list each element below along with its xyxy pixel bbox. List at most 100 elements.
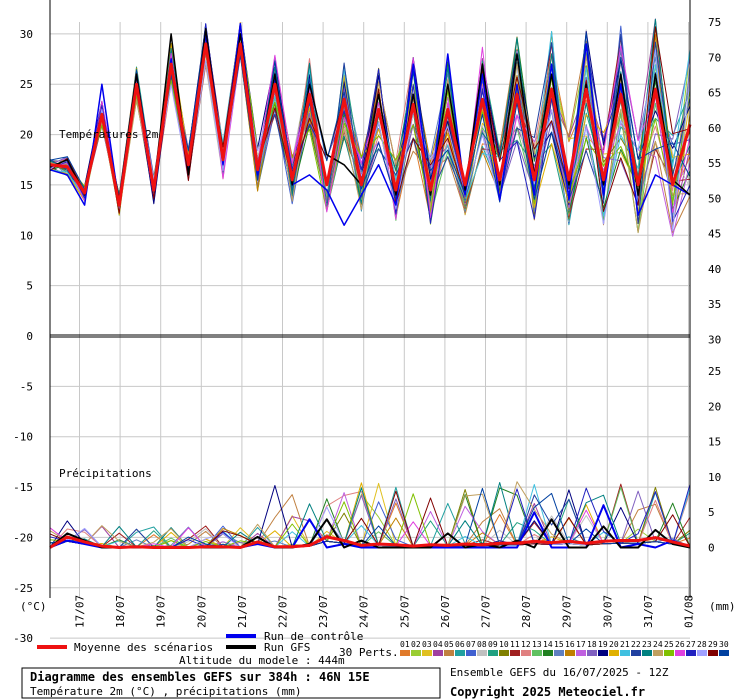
left-tick-label: 5 [26, 280, 33, 293]
pert-swatch [411, 650, 421, 656]
pert-number: 29 [708, 640, 718, 649]
pert-swatch [488, 650, 498, 656]
pert-swatch [433, 650, 443, 656]
pert-swatches: 01 02 03 04 05 06 07 08 09 10 11 12 13 14 15 16 17 18 19 20… [400, 640, 729, 656]
left-tick-label: -25 [13, 582, 33, 595]
x-tick-label: 29/07 [561, 595, 574, 628]
chart-title: Diagramme des ensembles GEFS sur 384h : … [30, 670, 370, 684]
left-tick-label: 10 [20, 229, 33, 242]
pert-number: 13 [532, 640, 542, 649]
x-tick-label: 20/07 [195, 595, 208, 628]
info-box [21, 667, 441, 699]
right-tick-label: 55 [708, 157, 721, 170]
right-tick-label: 45 [708, 228, 721, 241]
pert-number: 22 [631, 640, 641, 649]
pert-number: 05 [444, 640, 454, 649]
pert-precip-line [49, 482, 691, 548]
pert-number: 23 [642, 640, 652, 649]
pert-swatch [477, 650, 487, 656]
legend-perts-label: 30 Perts. [339, 646, 399, 659]
pert-swatch [653, 650, 663, 656]
mean-temp-line [49, 42, 692, 207]
right-tick-label: 75 [708, 16, 721, 29]
right-tick-label: 40 [708, 263, 721, 276]
legend-mean-label: Moyenne des scénarios [74, 641, 213, 654]
left-tick-label: -5 [20, 380, 33, 393]
pert-swatch [587, 650, 597, 656]
right-tick-label: 35 [708, 298, 721, 311]
unit-left: (°C) [20, 600, 47, 613]
pert-number: 24 [653, 640, 663, 649]
right-tick-label: 5 [708, 506, 715, 519]
mean-precip-line [49, 535, 691, 549]
pert-number: 10 [499, 640, 509, 649]
x-tick-label: 17/07 [74, 595, 87, 628]
pert-number: 21 [620, 640, 630, 649]
pert-number: 17 [576, 640, 586, 649]
x-tick-label: 23/07 [317, 595, 330, 628]
pert-swatch [631, 650, 641, 656]
left-tick-label: -20 [13, 531, 33, 544]
pert-swatch [686, 650, 696, 656]
pert-swatch [521, 650, 531, 656]
pert-swatch [598, 650, 608, 656]
left-tick-label: -15 [13, 481, 33, 494]
temp-panel-label: Températures 2m [59, 128, 159, 141]
pert-swatch [554, 650, 564, 656]
x-tick-label: 22/07 [277, 595, 290, 628]
legend-control-label: Run de contrôle [264, 630, 363, 643]
pert-swatch [455, 650, 465, 656]
pert-swatch [499, 650, 509, 656]
pert-number: 06 [455, 640, 465, 649]
pert-swatch [620, 650, 630, 656]
left-tick-label: 30 [20, 28, 33, 41]
left-tick-label: 25 [20, 78, 33, 91]
pert-swatch [719, 650, 729, 656]
pert-swatch [609, 650, 619, 656]
pert-number: 15 [554, 640, 564, 649]
pert-number: 28 [697, 640, 707, 649]
pert-swatch [532, 650, 542, 656]
x-tick-label: 30/07 [601, 595, 614, 628]
pert-swatch [576, 650, 586, 656]
tick-labels: 454035302520151050-5-10-15-20-25-3075706… [13, 16, 721, 645]
pert-number: 01 [400, 640, 410, 649]
right-tick-label: 25 [708, 365, 721, 378]
left-tick-label: 0 [26, 330, 33, 343]
right-tick-label: 50 [708, 192, 721, 205]
pert-swatch [642, 650, 652, 656]
pert-swatch [543, 650, 553, 656]
pert-swatch [400, 650, 410, 656]
pert-swatch [444, 650, 454, 656]
pert-number: 02 [411, 640, 421, 649]
pert-swatch [565, 650, 575, 656]
x-tick-label: 01/08 [683, 595, 696, 628]
pert-number: 25 [664, 640, 674, 649]
x-tick-label: 31/07 [642, 595, 655, 628]
altitude-label: Altitude du modele : 444m [179, 654, 345, 667]
legend: Moyenne des scénarios Run de contrôle Ru… [37, 630, 729, 667]
pert-number: 09 [488, 640, 498, 649]
x-tick-label: 19/07 [155, 595, 168, 628]
right-tick-label: 10 [708, 471, 721, 484]
pert-number: 12 [521, 640, 531, 649]
x-tick-label: 21/07 [236, 595, 249, 628]
x-tick-label: 26/07 [439, 595, 452, 628]
pert-number: 30 [719, 640, 729, 649]
unit-right: (mm) [709, 600, 736, 613]
pert-number: 03 [422, 640, 432, 649]
chart-subtitle: Température 2m (°C) , précipitations (mm… [30, 685, 302, 698]
copyright: Copyright 2025 Meteociel.fr [450, 685, 645, 699]
pert-number: 26 [675, 640, 685, 649]
legend-gfs-label: Run GFS [264, 641, 310, 654]
pert-number: 19 [598, 640, 608, 649]
right-tick-label: 30 [708, 333, 721, 346]
right-tick-label: 65 [708, 87, 721, 100]
pert-swatch [422, 650, 432, 656]
pert-number: 16 [565, 640, 575, 649]
pert-number: 07 [466, 640, 476, 649]
pert-swatch [697, 650, 707, 656]
x-tick-label: 25/07 [398, 595, 411, 628]
left-tick-label: 20 [20, 129, 33, 142]
pert-number: 04 [433, 640, 443, 649]
